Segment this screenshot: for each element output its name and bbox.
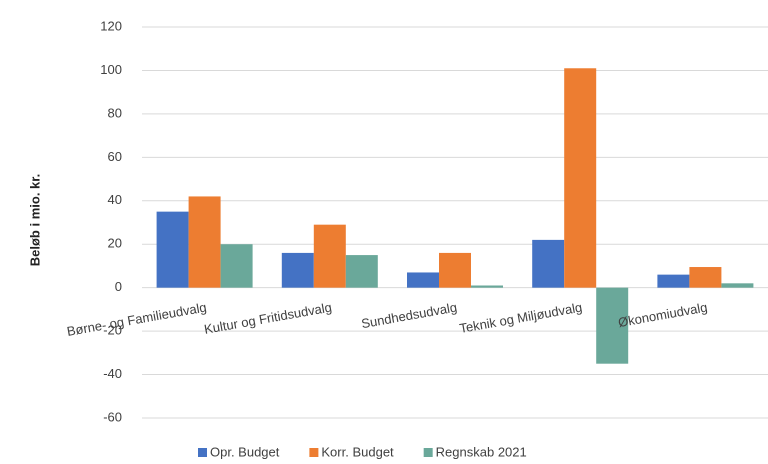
y-tick-label: 100 [100, 62, 122, 77]
bar [532, 239, 565, 288]
bar [313, 224, 346, 288]
y-tick-label: -60 [103, 409, 122, 424]
bar [281, 252, 314, 288]
x-tick-label: Børne- og Familieudvalg [66, 300, 208, 339]
y-tick-label: -40 [103, 366, 122, 381]
legend-swatch [309, 448, 319, 457]
y-tick-label: 20 [108, 236, 122, 251]
y-tick-label: 60 [108, 149, 122, 164]
y-axis-label: Beløb i mio. kr. [27, 174, 42, 266]
legend-label: Regnskab 2021 [436, 444, 527, 459]
bar [156, 211, 189, 288]
y-tick-label: -20 [103, 323, 122, 338]
bar [657, 274, 690, 288]
bar [689, 267, 722, 288]
y-tick-label: 80 [108, 105, 122, 120]
y-tick-label: 40 [108, 192, 122, 207]
legend-label: Korr. Budget [321, 444, 394, 459]
y-tick-label: 0 [115, 279, 122, 294]
bar [439, 252, 471, 288]
x-tick-label: Sundhedsudvalg [360, 300, 458, 332]
bar [220, 244, 253, 288]
bar [188, 196, 221, 288]
bar [721, 283, 754, 288]
bar [345, 255, 378, 288]
legend-swatch [198, 448, 207, 457]
bar [471, 285, 503, 288]
x-tick-label: Teknik og Miljøudvalg [458, 300, 583, 336]
legend-label: Opr. Budget [210, 444, 280, 459]
legend-swatch [423, 448, 433, 457]
bar [407, 272, 439, 288]
x-tick-label: Økonomiudvalg [617, 300, 709, 330]
bar [564, 68, 597, 288]
y-tick-label: 120 [100, 18, 122, 33]
bar [596, 287, 629, 364]
